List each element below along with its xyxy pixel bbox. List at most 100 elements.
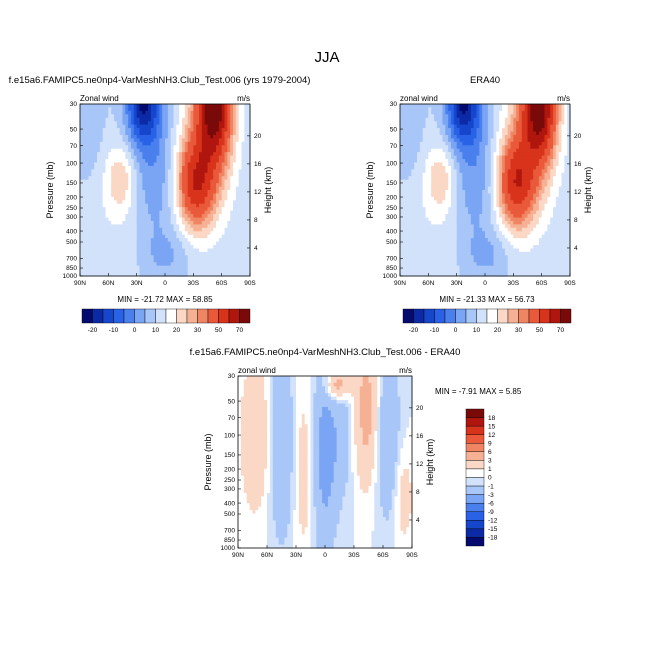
field-cell [176, 110, 180, 115]
field-cell [400, 141, 404, 146]
field-cell [221, 231, 226, 236]
field-cell [507, 159, 512, 164]
field-cell [128, 200, 132, 205]
field-cell [173, 141, 177, 146]
field-cell [476, 131, 480, 136]
field-cell [116, 131, 121, 136]
field-cell [402, 104, 407, 109]
field-cell [473, 145, 478, 150]
field-cell [216, 165, 220, 170]
field-cell [210, 234, 214, 239]
field-cell [218, 145, 223, 150]
field-cell [496, 152, 500, 157]
field-cell [201, 210, 206, 215]
field-cell [179, 152, 183, 157]
field-cell [88, 234, 92, 239]
field-cell [513, 138, 517, 143]
field-cell [80, 110, 84, 115]
field-cell [102, 141, 107, 146]
field-cell [504, 186, 509, 191]
field-cell [451, 141, 455, 146]
field-cell [479, 196, 483, 201]
field-cell [558, 110, 563, 115]
field-cell [230, 255, 234, 260]
field-cell [230, 207, 234, 212]
field-cell [417, 210, 421, 215]
field-cell [561, 159, 565, 164]
field-cell [547, 134, 551, 139]
field-cell [170, 138, 175, 143]
field-cell [411, 179, 415, 184]
field-cell [108, 248, 112, 253]
field-cell [493, 117, 497, 122]
field-cell [521, 124, 526, 129]
field-cell [241, 196, 245, 201]
field-cell [125, 265, 129, 270]
field-cell [165, 193, 169, 198]
field-cell [150, 231, 155, 236]
field-cell [479, 159, 483, 164]
field-cell [524, 203, 529, 208]
field-cell [233, 200, 237, 205]
field-cell [550, 155, 554, 160]
field-cell [122, 110, 126, 115]
field-cell [564, 159, 568, 164]
field-cell [122, 190, 126, 195]
field-cell [493, 165, 497, 170]
field-cell [116, 265, 121, 270]
field-cell [142, 121, 146, 126]
field-cell [108, 207, 112, 212]
field-cell [451, 165, 455, 170]
field-cell [196, 203, 200, 208]
field-cell [122, 245, 126, 250]
field-cell [462, 107, 466, 112]
field-cell [541, 190, 546, 195]
field-cell [142, 172, 146, 177]
field-cell [405, 183, 410, 188]
field-cell [233, 141, 237, 146]
field-cell [207, 179, 211, 184]
field-cell [150, 214, 155, 219]
field-cell [241, 179, 245, 184]
field-cell [125, 131, 129, 136]
field-cell [82, 107, 87, 112]
field-cell [558, 179, 563, 184]
field-cell [221, 203, 226, 208]
field-cell [114, 104, 118, 109]
field-cell [555, 196, 560, 201]
field-cell [567, 172, 571, 177]
field-cell [414, 210, 418, 215]
field-cell [201, 251, 206, 256]
field-cell [196, 220, 200, 225]
field-cell [516, 121, 520, 126]
field-cell [128, 224, 132, 229]
field-cell [553, 176, 557, 181]
field-cell [114, 255, 118, 260]
field-cell [210, 214, 214, 219]
field-cell [182, 104, 186, 109]
field-cell [116, 203, 121, 208]
field-cell [425, 145, 429, 150]
field-cell [102, 190, 107, 195]
field-cell [182, 176, 186, 181]
field-cell [97, 104, 101, 109]
field-cell [97, 269, 101, 274]
field-cell [80, 128, 84, 133]
field-cell [510, 138, 514, 143]
field-cell [156, 138, 160, 143]
field-cell [561, 190, 565, 195]
field-cell [199, 121, 203, 126]
field-cell [213, 251, 217, 256]
field-cell [213, 124, 217, 129]
field-cell [448, 152, 452, 157]
field-cell [216, 231, 220, 236]
field-cell [235, 104, 240, 109]
field-cell [218, 172, 223, 177]
field-cell [97, 176, 101, 181]
field-cell [516, 131, 520, 136]
field-cell [550, 131, 554, 136]
field-cell [493, 193, 497, 198]
field-cell [561, 152, 565, 157]
field-cell [105, 220, 109, 225]
field-cell [111, 145, 115, 150]
